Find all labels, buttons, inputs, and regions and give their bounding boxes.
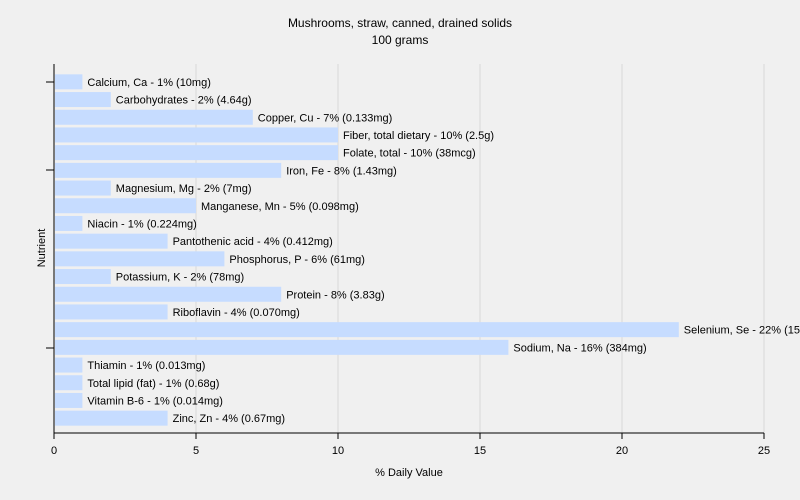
x-tick-label-0: 0 <box>51 445 57 457</box>
bar-label-16: Thiamin - 1% (0.013mg) <box>87 360 205 372</box>
bar-13 <box>55 304 168 320</box>
bar-label-9: Pantothenic acid - 4% (0.412mg) <box>173 236 333 248</box>
bar-label-15: Sodium, Na - 16% (384mg) <box>513 342 646 354</box>
bar-8 <box>55 215 83 231</box>
bar-7 <box>55 198 196 214</box>
x-tick-label-5: 5 <box>193 445 199 457</box>
bar-10 <box>55 251 225 267</box>
bar-11 <box>55 269 111 285</box>
bar-label-12: Protein - 8% (3.83g) <box>286 289 384 301</box>
bar-label-6: Magnesium, Mg - 2% (7mg) <box>116 183 252 195</box>
x-tick-label-20: 20 <box>616 445 628 457</box>
bar-label-19: Zinc, Zn - 4% (0.67mg) <box>173 413 285 425</box>
bar-1 <box>55 92 111 108</box>
x-tick-label-15: 15 <box>474 445 486 457</box>
bar-16 <box>55 357 83 373</box>
chart-subtitle: 100 grams <box>371 33 429 47</box>
bar-6 <box>55 180 111 196</box>
x-axis-title: % Daily Value <box>375 467 443 479</box>
bar-4 <box>55 145 338 161</box>
bar-label-4: Folate, total - 10% (38mcg) <box>343 148 476 160</box>
bar-15 <box>55 339 509 355</box>
bar-label-3: Fiber, total dietary - 10% (2.5g) <box>343 130 494 142</box>
chart-title: Mushrooms, straw, canned, drained solids <box>287 16 513 30</box>
bar-0 <box>55 74 83 90</box>
bar-label-1: Carbohydrates - 2% (4.64g) <box>116 95 252 107</box>
bar-label-5: Iron, Fe - 8% (1.43mg) <box>286 165 397 177</box>
bar-label-8: Niacin - 1% (0.224mg) <box>87 218 196 230</box>
x-tick-label-25: 25 <box>758 445 770 457</box>
bar-label-11: Potassium, K - 2% (78mg) <box>116 272 244 284</box>
bar-label-0: Calcium, Ca - 1% (10mg) <box>87 77 210 89</box>
bar-2 <box>55 109 253 125</box>
bar-label-7: Manganese, Mn - 5% (0.098mg) <box>201 201 359 213</box>
bar-label-10: Phosphorus, P - 6% (61mg) <box>229 254 365 266</box>
bar-label-17: Total lipid (fat) - 1% (0.68g) <box>87 378 219 390</box>
bar-17 <box>55 375 83 391</box>
bar-label-14: Selenium, Se - 22% (15.2mcg) <box>684 325 800 337</box>
bar-3 <box>55 127 338 143</box>
bar-label-18: Vitamin B-6 - 1% (0.014mg) <box>87 395 223 407</box>
bar-9 <box>55 233 168 249</box>
x-tick-label-10: 10 <box>332 445 344 457</box>
bar-12 <box>55 286 282 302</box>
bar-5 <box>55 162 282 178</box>
bar-18 <box>55 392 83 408</box>
bar-19 <box>55 410 168 426</box>
bar-14 <box>55 322 679 338</box>
y-axis-title: Nutrient <box>36 229 48 268</box>
bar-label-2: Copper, Cu - 7% (0.133mg) <box>258 112 393 124</box>
bar-label-13: Riboflavin - 4% (0.070mg) <box>173 307 300 319</box>
